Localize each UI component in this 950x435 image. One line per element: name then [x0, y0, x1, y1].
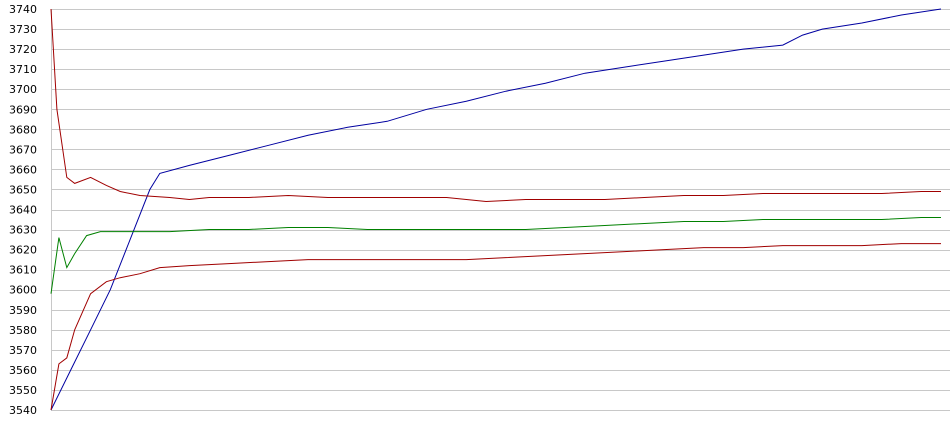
- y-tick-label-3570: 3570: [9, 344, 37, 357]
- y-tick-label-3740: 3740: [9, 3, 37, 16]
- y-tick-label-3700: 3700: [9, 83, 37, 96]
- y-tick-label-3630: 3630: [9, 224, 37, 237]
- y-tick-label-3560: 3560: [9, 364, 37, 377]
- y-tick-label-3550: 3550: [9, 384, 37, 397]
- y-tick-label-3660: 3660: [9, 163, 37, 176]
- y-tick-label-3620: 3620: [9, 244, 37, 257]
- y-tick-label-3600: 3600: [9, 284, 37, 297]
- y-tick-label-3730: 3730: [9, 23, 37, 36]
- y-tick-label-3720: 3720: [9, 43, 37, 56]
- y-tick-label-3650: 3650: [9, 183, 37, 196]
- y-tick-label-3580: 3580: [9, 324, 37, 337]
- y-tick-label-3710: 3710: [9, 63, 37, 76]
- y-axis-ticks: 3540 3550 3560 3570 3580 3590 3600 3610 3620 3630…: [9, 3, 37, 417]
- y-tick-label-3670: 3670: [9, 143, 37, 156]
- grid: [51, 9, 950, 411]
- y-tick-label-3640: 3640: [9, 204, 37, 217]
- y-tick-label-3540: 3540: [9, 404, 37, 417]
- series-line-3: [50, 217, 941, 294]
- series-lines: [50, 8, 942, 411]
- series-line-4: [50, 243, 941, 411]
- series-line-2: [50, 8, 941, 203]
- y-tick-label-3690: 3690: [9, 103, 37, 116]
- y-tick-label-3610: 3610: [9, 264, 37, 277]
- y-tick-label-3590: 3590: [9, 304, 37, 317]
- series-line-1: [50, 8, 942, 411]
- y-tick-label-3680: 3680: [9, 123, 37, 136]
